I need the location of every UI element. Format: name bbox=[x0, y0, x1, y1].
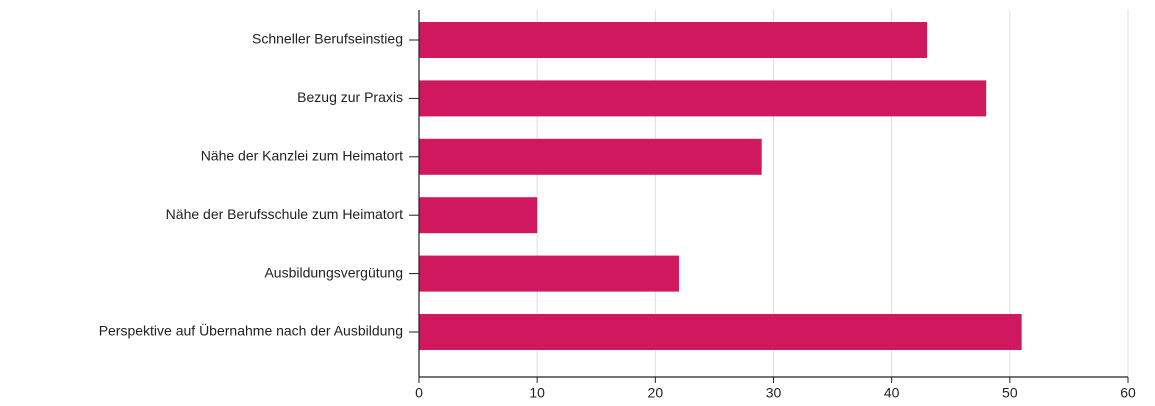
y-tick-label: Ausbildungsvergütung bbox=[264, 264, 403, 280]
y-tick-label: Bezug zur Praxis bbox=[297, 89, 403, 105]
bar bbox=[419, 197, 538, 234]
bar bbox=[419, 138, 762, 175]
bar bbox=[419, 255, 679, 292]
bar bbox=[419, 22, 928, 58]
bar bbox=[419, 314, 1022, 350]
y-tick-label: Schneller Berufseinstieg bbox=[252, 31, 403, 47]
y-tick-label: Perspektive auf Übernahme nach der Ausbi… bbox=[99, 322, 403, 339]
x-tick-label: 30 bbox=[766, 385, 782, 401]
y-tick-label: Nähe der Berufsschule zum Heimatort bbox=[166, 206, 403, 222]
x-tick-label: 20 bbox=[648, 385, 664, 401]
x-tick-label: 50 bbox=[1002, 385, 1018, 401]
x-tick-label: 60 bbox=[1120, 385, 1136, 401]
x-tick-label: 10 bbox=[529, 385, 545, 401]
x-tick-label: 0 bbox=[415, 385, 423, 401]
y-tick-label: Nähe der Kanzlei zum Heimatort bbox=[201, 148, 403, 164]
x-tick-label: 40 bbox=[884, 385, 900, 401]
bar bbox=[419, 80, 987, 117]
